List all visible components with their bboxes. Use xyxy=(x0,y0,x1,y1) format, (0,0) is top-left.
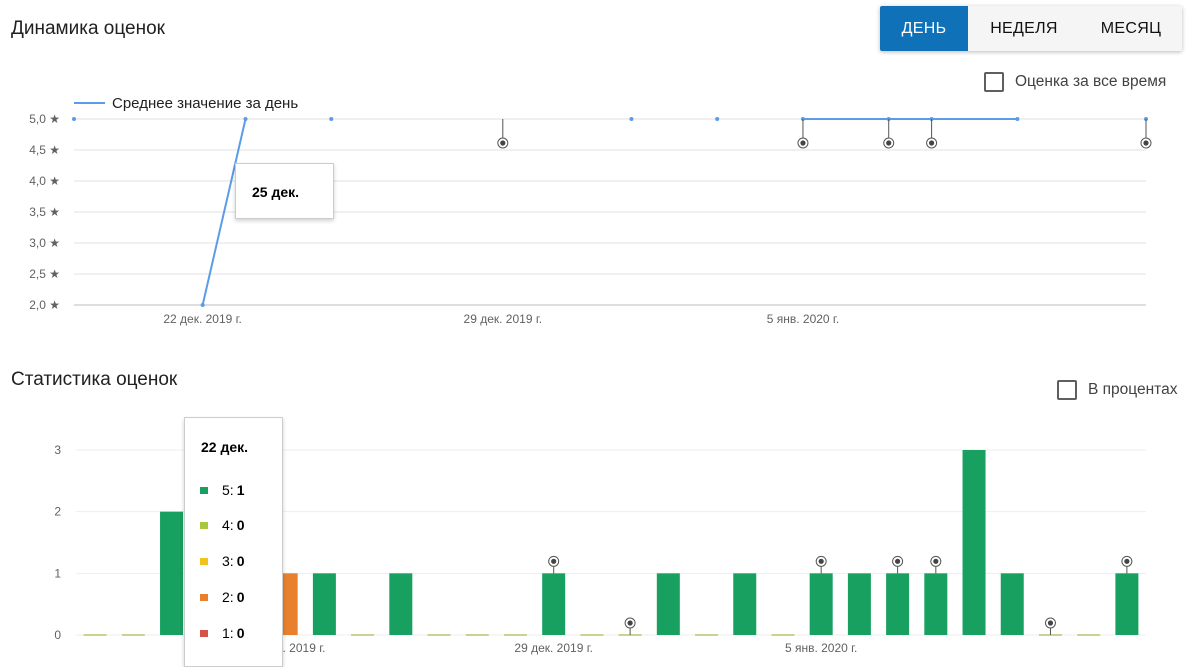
day-button[interactable]: ДЕНЬ xyxy=(880,6,968,51)
y-tick-label: 3,0 ★ xyxy=(29,236,60,250)
bar xyxy=(542,573,566,635)
checkbox-icon[interactable] xyxy=(984,72,1004,92)
data-point xyxy=(629,117,634,121)
bar-tooltip-value: 0 xyxy=(236,589,245,605)
data-point xyxy=(72,117,76,121)
annotation-marker-dot xyxy=(886,140,892,146)
legend-swatch xyxy=(200,629,208,637)
x-tick-label: 5 янв. 2020 г. xyxy=(785,641,857,655)
bar xyxy=(733,573,757,635)
x-tick-label: 29 дек. 2019 г. xyxy=(464,312,543,326)
x-tick-label: 22 дек. 2019 г. xyxy=(163,312,242,326)
bar xyxy=(924,573,948,635)
annotation-marker-dot xyxy=(933,558,939,564)
bar-tooltip-value: 1 xyxy=(236,482,245,498)
data-point xyxy=(1015,117,1020,121)
bar xyxy=(160,511,184,635)
bar-tooltip-row: 2: 0 xyxy=(200,589,244,605)
y-tick-label: 3 xyxy=(54,443,61,457)
x-tick-label: 5 янв. 2020 г. xyxy=(767,312,839,326)
annotation-marker-dot xyxy=(1047,620,1054,626)
bar xyxy=(1115,573,1139,635)
bar-tooltip-key: 4: xyxy=(222,517,234,533)
y-tick-label: 3,5 ★ xyxy=(29,205,60,219)
line-chart: 5,0 ★ 4,5 ★ 4,0 ★ 3,5 ★ 3,0 ★ 2,5 ★ 2,0 ★ 22 де… xyxy=(29,95,1152,326)
x-tick-label: 29 дек. 2019 г. xyxy=(514,641,593,655)
y-tick-label: 2,0 ★ xyxy=(29,298,60,312)
bar xyxy=(389,573,413,635)
data-point xyxy=(329,117,334,121)
bar xyxy=(1000,573,1024,635)
annotation-marker-dot xyxy=(551,558,557,564)
legend-swatch xyxy=(200,486,208,494)
bar-tooltip-row: 1: 0 xyxy=(200,625,244,641)
annotation-marker-dot xyxy=(1124,558,1130,564)
annotation-marker-dot xyxy=(500,140,506,146)
y-tick-label: 2 xyxy=(54,505,61,519)
data-point xyxy=(200,303,205,307)
bar-tooltip-key: 1: xyxy=(222,625,234,641)
annotation-marker-dot xyxy=(929,140,935,146)
percent-checkbox-label: В процентах xyxy=(1088,381,1178,398)
y-tick-label: 5,0 ★ xyxy=(29,112,60,126)
data-point xyxy=(715,117,720,121)
annotation-marker-dot xyxy=(895,558,901,564)
period-selector: ДЕНЬ НЕДЕЛЯ МЕСЯЦ xyxy=(880,6,1182,51)
chart-title-dynamics: Динамика оценок xyxy=(11,18,165,39)
alltime-checkbox-label: Оценка за все время xyxy=(1015,73,1167,90)
line-tooltip: 25 дек. xyxy=(235,163,334,219)
bar xyxy=(962,450,986,635)
legend-swatch xyxy=(200,593,208,601)
alltime-checkbox[interactable]: Оценка за все время xyxy=(984,72,1166,92)
legend-swatch xyxy=(200,557,208,565)
bar xyxy=(312,573,336,635)
bar xyxy=(809,573,833,635)
legend-swatch xyxy=(200,521,208,529)
chart-title-stats: Статистика оценок xyxy=(11,369,178,390)
legend-label: Среднее значение за день xyxy=(112,95,298,112)
y-tick-label: 0 xyxy=(54,628,61,642)
bar xyxy=(847,573,871,635)
bar-tooltip-row: 4: 0 xyxy=(200,517,244,533)
line-tooltip-title: 25 дек. xyxy=(252,184,300,200)
annotation-marker-dot xyxy=(800,140,806,146)
bar-tooltip-row: 3: 0 xyxy=(200,553,244,569)
bar xyxy=(656,573,680,635)
bar-tooltip-value: 0 xyxy=(236,517,245,533)
week-button[interactable]: НЕДЕЛЯ xyxy=(968,6,1080,51)
bar-tooltip-value: 0 xyxy=(236,553,245,569)
checkbox-icon[interactable] xyxy=(1057,380,1077,400)
bar xyxy=(886,573,910,635)
bar-tooltip: 22 дек. 5: 1 4: 0 3: 0 2: 0 1: 0 xyxy=(184,417,283,667)
percent-checkbox[interactable]: В процентах xyxy=(1057,380,1177,400)
bar-tooltip-row: 5: 1 xyxy=(200,482,244,498)
bar-tooltip-value: 0 xyxy=(236,625,245,641)
annotation-marker-dot xyxy=(1143,140,1149,146)
annotation-marker-dot xyxy=(627,620,633,626)
y-tick-label: 4,5 ★ xyxy=(29,143,60,157)
y-tick-label: 2,5 ★ xyxy=(29,267,60,281)
bar-tooltip-key: 5: xyxy=(222,482,234,498)
y-tick-label: 4,0 ★ xyxy=(29,174,60,188)
data-point xyxy=(243,117,248,121)
series-line xyxy=(201,118,247,306)
bar-tooltip-key: 3: xyxy=(222,553,234,569)
bar-tooltip-key: 2: xyxy=(222,589,234,605)
y-tick-label: 1 xyxy=(54,566,61,580)
bar-tooltip-title: 22 дек. xyxy=(201,439,249,455)
annotation-marker-dot xyxy=(818,558,824,564)
month-button[interactable]: МЕСЯЦ xyxy=(1080,6,1182,51)
